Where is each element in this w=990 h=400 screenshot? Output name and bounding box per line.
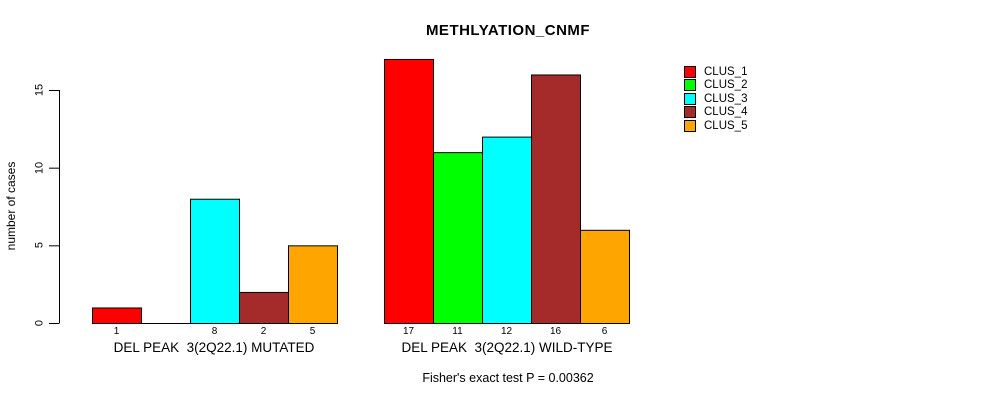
chart-title: METHLYATION_CNMF <box>425 22 591 39</box>
bar-clus_5-group-2 <box>580 229 630 324</box>
x-axis-group-label-wild-type: DEL PEAK 3(2Q22.1) WILD-TYPE <box>401 340 613 355</box>
legend-label-clus_4: CLUS_4 <box>704 106 748 119</box>
bar-clus_4-group-2 <box>531 74 581 324</box>
bar-clus_3-group-2 <box>482 136 532 324</box>
legend-swatch-clus_3 <box>684 92 696 105</box>
legend-label-clus_1: CLUS_1 <box>704 65 748 78</box>
bar-clus_3-group-1 <box>190 198 240 324</box>
legend-item-clus_2: CLUS_2 <box>684 79 747 93</box>
bar-value-label-clus_5-group-1: 5 <box>309 326 316 337</box>
bar-value-label-clus_2-group-2: 11 <box>452 326 463 337</box>
legend-label-clus_3: CLUS_3 <box>704 92 748 105</box>
legend-label-clus_5: CLUS_5 <box>704 119 748 132</box>
y-axis-tick-label: 5 <box>33 242 46 249</box>
legend-swatch-clus_2 <box>684 79 696 92</box>
legend: CLUS_1 CLUS_2 CLUS_3 CLUS_4 CLUS_5 <box>684 65 747 133</box>
legend-swatch-clus_4 <box>684 106 696 119</box>
bar-clus_4-group-1 <box>239 291 289 324</box>
legend-item-clus_3: CLUS_3 <box>684 92 747 106</box>
bar-clus_2-group-2 <box>433 152 483 324</box>
legend-item-clus_1: CLUS_1 <box>684 65 747 79</box>
bar-clus_1-group-2 <box>384 58 434 325</box>
bar-value-label-clus_4-group-2: 16 <box>549 326 562 337</box>
bar-value-label-clus_4-group-1: 2 <box>260 326 267 337</box>
bar-value-label-clus_3-group-1: 8 <box>211 326 218 337</box>
legend-swatch-clus_1 <box>684 65 696 78</box>
bar-value-label-clus_1-group-2: 17 <box>402 326 415 337</box>
y-axis-tick-label: 0 <box>33 319 46 327</box>
fisher-test-annotation: Fisher's exact test P = 0.00362 <box>422 371 594 385</box>
y-axis-title: number of cases <box>4 161 18 251</box>
bar-value-label-clus_5-group-2: 6 <box>601 326 608 337</box>
bar-clus_5-group-1 <box>288 245 338 325</box>
bar-clus_1-group-1 <box>92 307 142 325</box>
legend-item-clus_5: CLUS_5 <box>684 119 747 133</box>
legend-swatch-clus_5 <box>684 119 696 132</box>
legend-item-clus_4: CLUS_4 <box>684 106 747 120</box>
bar-value-label-clus_3-group-2: 12 <box>500 326 513 337</box>
bar-value-label-clus_1-group-1: 1 <box>113 326 120 337</box>
legend-label-clus_2: CLUS_2 <box>704 79 748 92</box>
x-axis-group-label-mutated: DEL PEAK 3(2Q22.1) MUTATED <box>113 340 315 355</box>
y-axis-tick-label: 15 <box>33 83 46 97</box>
y-axis-tick-label: 10 <box>33 161 46 174</box>
